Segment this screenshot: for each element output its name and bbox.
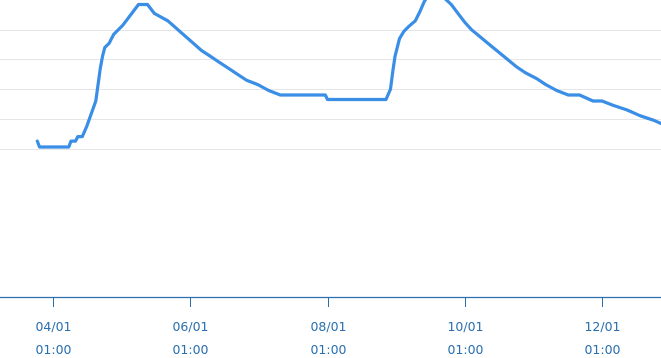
series-layer (35, 0, 661, 149)
x-tick-label-date-3: 10/01 (447, 319, 483, 334)
x-tick-label-time-1: 01:00 (172, 342, 208, 357)
x-tick-labels: 04/01 01:00 06/01 01:00 08/01 01:00 10/01 01:00… (35, 319, 620, 357)
x-tick-label-date-4: 12/01 (584, 319, 620, 334)
x-tick-label-date-0: 04/01 (35, 319, 71, 334)
x-axis (0, 296, 661, 307)
x-tick-label-date-1: 06/01 (172, 319, 208, 334)
x-tick-label-time-4: 01:00 (584, 342, 620, 357)
x-tick-label-date-2: 08/01 (310, 319, 346, 334)
gridlines (0, 30, 661, 150)
x-tick-label-time-2: 01:00 (310, 342, 346, 357)
x-tick-label-time-0: 01:00 (35, 342, 71, 357)
x-tick-label-time-3: 01:00 (447, 342, 483, 357)
series-line-0 (35, 0, 661, 149)
